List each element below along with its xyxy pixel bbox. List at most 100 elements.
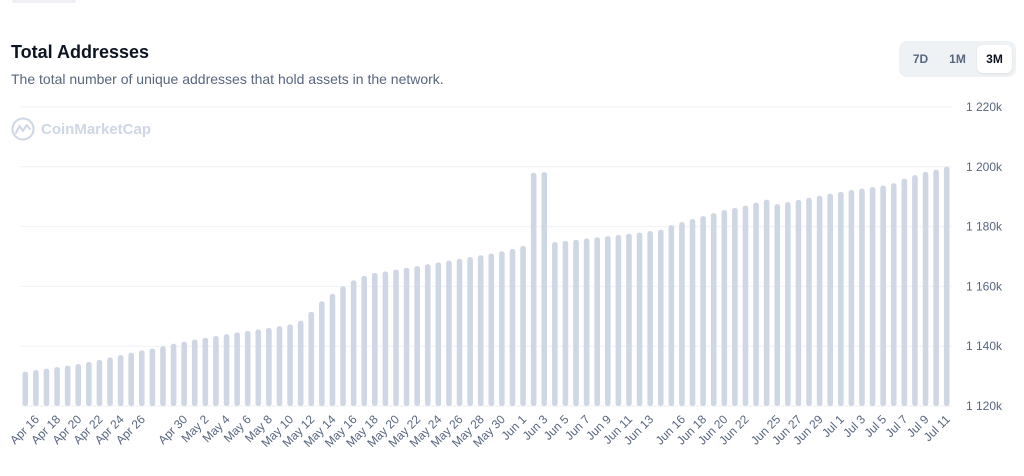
bar bbox=[742, 205, 749, 406]
top-tab-stub bbox=[12, 0, 76, 3]
bar bbox=[393, 269, 399, 406]
bar bbox=[287, 324, 293, 406]
x-tick-label: Jul 5 bbox=[861, 412, 889, 440]
bar bbox=[668, 225, 675, 406]
bar bbox=[785, 202, 791, 406]
bar bbox=[149, 348, 156, 406]
bar bbox=[86, 362, 92, 406]
range-1m-button[interactable]: 1M bbox=[949, 52, 966, 66]
bar bbox=[890, 183, 897, 406]
bar bbox=[710, 213, 717, 406]
bar bbox=[213, 336, 219, 406]
y-tick-label: 1 220k bbox=[966, 100, 1003, 114]
bar bbox=[202, 337, 209, 406]
bar bbox=[117, 355, 124, 406]
bar bbox=[562, 240, 569, 406]
bar bbox=[276, 326, 283, 406]
bar bbox=[255, 329, 262, 406]
bar bbox=[573, 239, 579, 406]
coinmarketcap-watermark: CoinMarketCap bbox=[11, 117, 151, 141]
bar bbox=[806, 197, 812, 406]
bar bbox=[64, 365, 71, 406]
x-tick-label: Jul 3 bbox=[840, 412, 868, 440]
bar bbox=[435, 262, 442, 406]
bar bbox=[371, 272, 378, 406]
y-tick-label: 1 160k bbox=[966, 279, 1003, 293]
bar bbox=[816, 195, 823, 406]
bar bbox=[530, 172, 537, 406]
bar bbox=[509, 249, 516, 406]
bar bbox=[96, 359, 103, 406]
bar bbox=[943, 166, 950, 406]
bar bbox=[43, 368, 50, 406]
bar bbox=[880, 185, 886, 406]
bar bbox=[308, 311, 315, 406]
bar bbox=[456, 258, 463, 406]
bar bbox=[520, 246, 526, 406]
range-3m-button[interactable]: 3M bbox=[977, 45, 1012, 73]
bar bbox=[636, 232, 643, 406]
y-tick-label: 1 120k bbox=[966, 399, 1003, 413]
bar bbox=[424, 264, 431, 406]
bar bbox=[329, 293, 336, 406]
bar bbox=[626, 233, 632, 406]
coinmarketcap-logo-icon bbox=[11, 117, 35, 141]
bar bbox=[732, 208, 738, 406]
x-tick-label: Jul 1 bbox=[819, 412, 847, 440]
bar bbox=[403, 267, 410, 406]
bar bbox=[763, 199, 770, 406]
y-tick-label: 1 180k bbox=[966, 220, 1003, 234]
bar bbox=[477, 255, 484, 406]
bar bbox=[266, 327, 272, 406]
bar bbox=[604, 236, 611, 406]
bar bbox=[679, 222, 685, 406]
bar bbox=[350, 280, 357, 406]
bar bbox=[234, 332, 240, 406]
bar bbox=[594, 237, 601, 406]
bar bbox=[901, 178, 908, 406]
chart-title: Total Addresses bbox=[11, 42, 150, 62]
y-tick-label: 1 200k bbox=[966, 160, 1003, 174]
bar bbox=[541, 172, 548, 406]
bar bbox=[933, 169, 939, 406]
bar bbox=[54, 367, 60, 406]
bar bbox=[922, 171, 929, 406]
watermark-text: CoinMarketCap bbox=[41, 120, 152, 138]
bar bbox=[700, 216, 706, 406]
bar bbox=[488, 253, 495, 406]
bar bbox=[795, 199, 802, 406]
y-tick-label: 1 140k bbox=[966, 339, 1003, 353]
bar bbox=[223, 334, 230, 406]
bar bbox=[689, 219, 696, 406]
bar bbox=[827, 193, 834, 406]
bar bbox=[467, 257, 473, 406]
bar bbox=[414, 266, 420, 406]
bar bbox=[361, 275, 368, 406]
bar bbox=[912, 175, 918, 406]
bar bbox=[128, 352, 135, 406]
bar bbox=[138, 350, 145, 406]
range-7d-button[interactable]: 7D bbox=[912, 52, 929, 66]
bar bbox=[837, 191, 844, 406]
chart-subtitle: The total number of unique addresses tha… bbox=[11, 71, 444, 87]
bar bbox=[160, 346, 166, 406]
bar bbox=[382, 271, 389, 406]
bar bbox=[859, 188, 865, 406]
bar bbox=[774, 204, 781, 406]
bar bbox=[297, 320, 304, 406]
bar bbox=[583, 238, 590, 406]
bar bbox=[75, 364, 82, 406]
bar bbox=[721, 210, 728, 406]
bar bbox=[446, 260, 452, 406]
bar bbox=[33, 370, 39, 406]
bar bbox=[552, 242, 558, 406]
bar bbox=[657, 229, 664, 406]
bar bbox=[22, 371, 29, 406]
bar bbox=[319, 301, 325, 406]
bar bbox=[244, 330, 251, 406]
bar bbox=[615, 234, 622, 406]
bar bbox=[181, 341, 187, 406]
bar bbox=[647, 231, 653, 406]
bar bbox=[107, 357, 113, 406]
